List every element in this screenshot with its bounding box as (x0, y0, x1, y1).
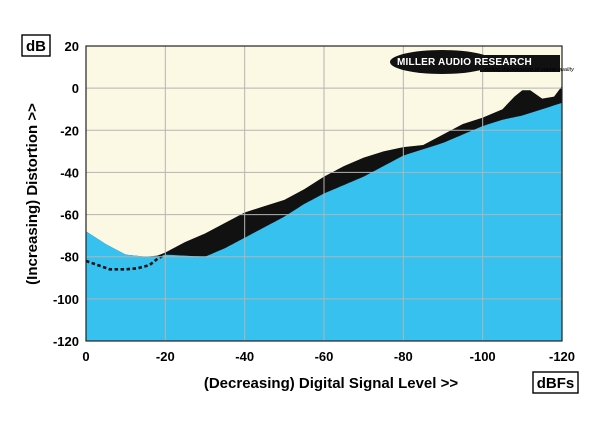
x-unit-box (532, 371, 579, 394)
y-unit-label: dB (26, 38, 46, 55)
x-tick-label: -40 (235, 349, 254, 364)
y-tick-label: 0 (72, 81, 79, 96)
x-axis-title: (Decreasing) Digital Signal Level >> (204, 375, 458, 392)
y-tick-label: -60 (60, 208, 79, 223)
y-tick-label: -100 (53, 292, 79, 307)
y-tick-labels: 20 0 -20 -40 -60 -80 -100 -120 (53, 39, 79, 349)
plot-border (85, 45, 563, 342)
y-axis-title: (Increasing) Distortion >> (24, 103, 41, 285)
brand-logo: MILLER AUDIO RESEARCH setting the measur… (390, 50, 575, 74)
dotted-curve (86, 253, 166, 271)
x-tick-label: -60 (315, 349, 334, 364)
x-tick-label: 0 (82, 349, 89, 364)
logo-badge (390, 50, 494, 74)
logo-bar (480, 55, 560, 72)
x-tick-label: -100 (470, 349, 496, 364)
x-tick-labels: 0 -20 -40 -60 -80 -100 -120 (82, 349, 575, 364)
y-unit-box (21, 34, 51, 57)
x-unit-label: dBFs (537, 375, 575, 392)
x-tick-label: -120 (549, 349, 575, 364)
logo-name: MILLER AUDIO RESEARCH (397, 57, 532, 68)
y-tick-label: -80 (60, 250, 79, 265)
y-tick-label: 20 (65, 39, 79, 54)
x-tick-label: -20 (156, 349, 175, 364)
y-tick-label: -20 (60, 123, 79, 138)
y-tick-label: -40 (60, 165, 79, 180)
x-tick-label: -80 (394, 349, 413, 364)
y-tick-label: -120 (53, 334, 79, 349)
logo-tagline: setting the measure of sound quality (484, 67, 575, 73)
